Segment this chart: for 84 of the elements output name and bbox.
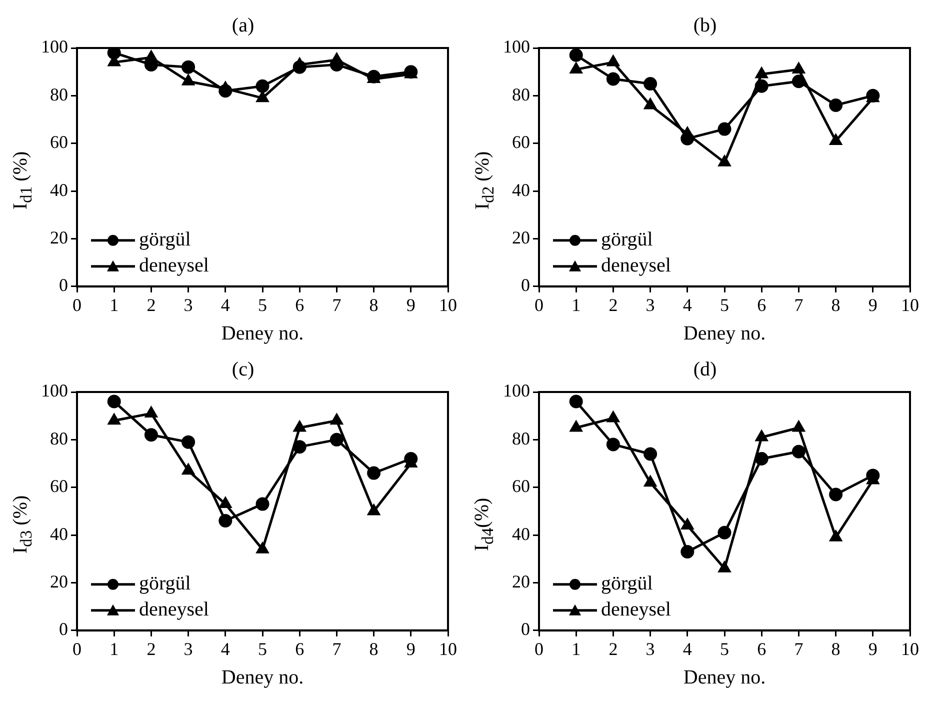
x-tick-label: 6 — [295, 638, 304, 659]
x-tick-label: 0 — [534, 294, 544, 315]
y-tick-label: 60 — [50, 476, 68, 496]
x-axis-title: Deney no. — [221, 322, 304, 344]
x-tick-label: 6 — [295, 294, 304, 315]
x-tick-label: 0 — [72, 294, 82, 315]
legend-label: görgül — [139, 572, 192, 595]
legend-label: deneysel — [139, 598, 210, 621]
y-tick-label: 80 — [50, 428, 68, 448]
y-tick-label: 40 — [50, 180, 68, 200]
chart-title: (b) — [693, 14, 717, 36]
y-tick-label: 80 — [512, 84, 530, 104]
y-tick-label: 20 — [512, 227, 530, 248]
x-tick-label: 9 — [406, 294, 416, 315]
x-tick-label: 5 — [720, 638, 729, 659]
x-tick-label: 5 — [258, 294, 267, 315]
x-tick-label: 1 — [572, 638, 581, 659]
x-tick-label: 4 — [682, 638, 692, 659]
x-tick-label: 6 — [757, 638, 766, 659]
x-tick-label: 5 — [720, 294, 729, 315]
x-tick-label: 10 — [901, 294, 919, 315]
y-tick-label: 40 — [50, 524, 68, 544]
x-tick-label: 9 — [406, 638, 416, 659]
x-tick-label: 10 — [439, 294, 457, 315]
legend-label: görgül — [601, 228, 654, 251]
x-tick-label: 4 — [220, 294, 230, 315]
y-tick-label: 100 — [503, 380, 530, 401]
x-tick-label: 4 — [220, 638, 230, 659]
x-axis-title: Deney no. — [683, 322, 766, 344]
x-tick-label: 2 — [146, 638, 156, 659]
y-tick-label: 0 — [59, 619, 68, 640]
x-tick-label: 6 — [757, 294, 766, 315]
x-tick-label: 10 — [901, 638, 919, 659]
x-tick-label: 8 — [831, 638, 840, 659]
y-tick-label: 0 — [521, 619, 530, 640]
x-tick-label: 0 — [72, 638, 82, 659]
x-tick-label: 5 — [258, 638, 267, 659]
x-tick-label: 7 — [332, 638, 342, 659]
legend-label: deneysel — [601, 598, 672, 621]
x-tick-label: 9 — [868, 638, 878, 659]
x-tick-label: 10 — [439, 638, 457, 659]
y-tick-label: 80 — [512, 428, 530, 448]
y-tick-label: 100 — [41, 380, 68, 401]
x-axis-title: Deney no. — [221, 666, 304, 688]
x-tick-label: 8 — [831, 294, 840, 315]
y-tick-label: 60 — [50, 132, 68, 152]
x-tick-label: 3 — [646, 294, 655, 315]
y-tick-label: 40 — [512, 180, 530, 200]
x-tick-label: 3 — [184, 638, 193, 659]
y-tick-label: 20 — [50, 571, 68, 592]
x-tick-label: 7 — [332, 294, 342, 315]
legend-label: görgül — [601, 572, 654, 595]
y-tick-label: 20 — [512, 571, 530, 592]
x-tick-label: 7 — [794, 294, 804, 315]
y-tick-label: 80 — [50, 84, 68, 104]
y-tick-label: 40 — [512, 524, 530, 544]
x-tick-label: 3 — [184, 294, 193, 315]
y-tick-label: 0 — [521, 275, 530, 296]
x-tick-label: 8 — [369, 294, 378, 315]
x-tick-label: 4 — [682, 294, 692, 315]
y-tick-label: 60 — [512, 476, 530, 496]
x-tick-label: 1 — [110, 294, 119, 315]
y-tick-label: 60 — [512, 132, 530, 152]
x-tick-label: 2 — [608, 638, 618, 659]
y-tick-label: 0 — [59, 275, 68, 296]
chart-title: (c) — [232, 358, 254, 380]
x-tick-label: 9 — [868, 294, 878, 315]
x-tick-label: 7 — [794, 638, 804, 659]
legend-label: deneysel — [601, 254, 672, 277]
x-tick-label: 8 — [369, 638, 378, 659]
legend-label: deneysel — [139, 254, 210, 277]
x-tick-label: 1 — [572, 294, 581, 315]
y-tick-label: 20 — [50, 227, 68, 248]
legend-label: görgül — [139, 228, 192, 251]
chart-title: (a) — [232, 14, 254, 36]
x-tick-label: 0 — [534, 638, 544, 659]
y-tick-label: 100 — [41, 36, 68, 57]
x-tick-label: 1 — [110, 638, 119, 659]
x-tick-label: 2 — [146, 294, 156, 315]
y-tick-label: 100 — [503, 36, 530, 57]
chart-title: (d) — [693, 358, 717, 380]
x-tick-label: 2 — [608, 294, 618, 315]
x-tick-label: 3 — [646, 638, 655, 659]
x-axis-title: Deney no. — [683, 666, 766, 688]
